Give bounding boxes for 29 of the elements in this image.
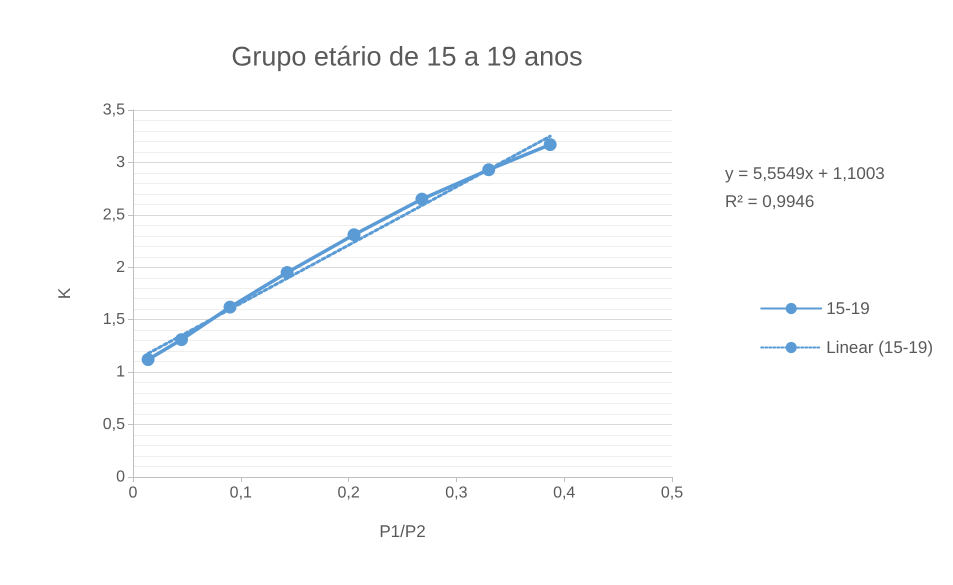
- x-tick-label: 0,2: [337, 484, 360, 502]
- point: [280, 266, 294, 280]
- point: [175, 333, 188, 346]
- y-tick-label: 1: [116, 364, 126, 381]
- y-tick-label: 3,5: [102, 102, 126, 118]
- y-tick-label: 2,5: [102, 206, 126, 224]
- x-tick-label: 0,1: [230, 484, 252, 502]
- point: [482, 163, 496, 176]
- text: R² = 0,9946: [725, 192, 814, 211]
- x-tick-label: 0,3: [445, 484, 468, 502]
- text: y = 5,5549x + 1,1003: [725, 164, 885, 183]
- point: [348, 228, 360, 242]
- point: [142, 353, 155, 366]
- y-tick-label: 0,5: [102, 416, 126, 434]
- y-axis-title: K: [55, 287, 74, 300]
- x-tick-label: 0,5: [660, 484, 684, 502]
- legend-label: 15-19: [826, 299, 870, 318]
- chart-title: Grupo etário de 15 a 19 anos: [231, 42, 583, 72]
- x-tick-label: 0,4: [553, 484, 576, 502]
- y-tick-label: 3: [116, 154, 126, 171]
- y-tick-label: 0: [116, 468, 126, 486]
- x-axis-title: P1/P2: [379, 522, 426, 541]
- y-tick-label: 2: [116, 258, 126, 276]
- legend-label: Linear (15-19): [826, 338, 933, 357]
- y-tick-label: 1,5: [102, 311, 126, 328]
- point: [415, 192, 428, 206]
- point: [544, 138, 557, 152]
- point: [224, 300, 237, 314]
- x-tick-label: 0: [128, 484, 138, 502]
